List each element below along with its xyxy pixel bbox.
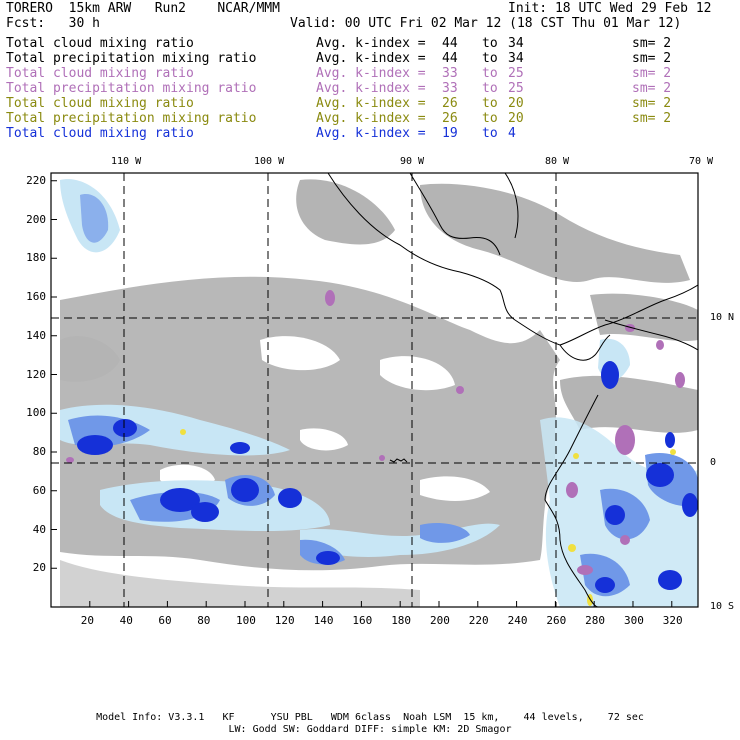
model-info-line: Model Info: V3.3.1 KF YSU PBL WDM 6class…	[96, 712, 644, 723]
legend-to: to	[482, 81, 498, 96]
legend-kindex-high: 44	[442, 51, 458, 66]
legend-row: Total precipitation mixing ratio Avg. k-i…	[6, 81, 706, 96]
graticule	[51, 173, 698, 607]
y-tick-label: 20	[32, 561, 46, 575]
legend-to: to	[482, 126, 498, 141]
x-tick-label: 320	[662, 614, 683, 627]
lat-label-10n: 10 N	[710, 312, 735, 323]
legend-smoothing: sm= 2	[632, 51, 672, 66]
legend-kindex-high: 33	[442, 66, 458, 81]
legend-name: Total cloud mixing ratio	[6, 126, 194, 141]
legend-to: to	[482, 36, 498, 51]
x-tick-label: 100	[235, 614, 256, 627]
legend-kindex-high: 44	[442, 36, 458, 51]
legend-row: Total precipitation mixing ratio Avg. k-i…	[6, 51, 706, 66]
y-tick-label: 160	[26, 290, 46, 303]
lon-label-110w: 110 W	[111, 156, 142, 167]
legend-row: Total cloud mixing ratio Avg. k-index = 44…	[6, 36, 706, 51]
x-tick-label: 280	[585, 614, 606, 627]
legend-kindex-label: Avg. k-index =	[316, 51, 426, 66]
legend-kindex-label: Avg. k-index =	[316, 126, 426, 141]
x-tick-label: 60	[158, 614, 172, 627]
legend-kindex-low: 4	[508, 126, 516, 141]
legend-smoothing: sm= 2	[632, 111, 672, 126]
legend-row: Total cloud mixing ratio Avg. k-index = 26…	[6, 96, 706, 111]
legend-kindex-label: Avg. k-index =	[316, 81, 426, 96]
y-tick-label: 60	[32, 483, 46, 497]
y-tick-label: 180	[26, 251, 46, 265]
legend-kindex-low: 34	[508, 36, 524, 51]
x-tick-label: 160	[352, 614, 373, 627]
lon-label-80w: 80 W	[545, 156, 570, 167]
x-tick-label: 300	[623, 614, 644, 627]
legend-row: Total cloud mixing ratio Avg. k-index = 33…	[6, 66, 706, 81]
legend-kindex-low: 20	[508, 111, 524, 126]
x-tick-label: 220	[468, 614, 489, 627]
x-tick-label: 40	[119, 614, 133, 627]
legend-name: Total cloud mixing ratio	[6, 66, 194, 81]
init-time: Init: 18 UTC Wed 29 Feb 12	[508, 1, 712, 16]
x-tick-label: 20	[80, 614, 95, 627]
y-tick-label: 100	[26, 406, 46, 420]
legend-row: Total cloud mixing ratio Avg. k-index = 19…	[6, 126, 706, 141]
legend-row: Total precipitation mixing ratio Avg. k-i…	[6, 111, 706, 126]
cloud-field-dark-blue	[77, 361, 698, 593]
y-tick-label: 80	[32, 445, 46, 458]
physics-info-line: LW: Godd SW: Goddard DIFF: simple KM: 2D…	[228, 724, 512, 735]
x-tick-label: 80	[197, 614, 211, 627]
legend-name: Total cloud mixing ratio	[6, 96, 194, 111]
legend-name: Total precipitation mixing ratio	[6, 81, 257, 96]
legend-name: Total precipitation mixing ratio	[6, 51, 257, 66]
model-title: TORERO 15km ARW Run2 NCAR/MMM	[6, 1, 280, 16]
legend-kindex-label: Avg. k-index =	[316, 96, 426, 111]
x-tick-label: 260	[546, 614, 567, 627]
legend-to: to	[482, 51, 498, 66]
axis-ticks	[51, 180, 673, 607]
legend-kindex-low: 34	[508, 51, 524, 66]
lat-label-0: 0	[710, 457, 717, 468]
legend-kindex-low: 25	[508, 81, 524, 96]
x-tick-label: 140	[313, 614, 334, 627]
legend-to: to	[482, 66, 498, 81]
legend-kindex-high: 19	[442, 126, 458, 141]
y-tick-label: 120	[26, 367, 46, 381]
legend-smoothing: sm= 2	[632, 36, 672, 51]
lon-label-100w: 100 W	[254, 156, 285, 167]
legend-kindex-high: 33	[442, 81, 458, 96]
legend-smoothing: sm= 2	[632, 66, 672, 81]
valid-time: Valid: 00 UTC Fri 02 Mar 12 (18 CST Thu …	[290, 16, 682, 31]
x-tick-label: 200	[429, 614, 450, 627]
lat-label-10s: 10 S	[710, 601, 735, 612]
x-tick-label: 180	[391, 614, 412, 627]
x-tick-label: 120	[274, 614, 295, 627]
y-tick-label: 40	[32, 522, 46, 536]
y-tick-label: 200	[26, 212, 46, 226]
legend-kindex-label: Avg. k-index =	[316, 66, 426, 81]
legend-name: Total precipitation mixing ratio	[6, 111, 257, 126]
legend-kindex-low: 20	[508, 96, 524, 111]
legend-name: Total cloud mixing ratio	[6, 36, 194, 51]
legend-kindex-high: 26	[442, 96, 458, 111]
x-tick-label: 240	[507, 614, 528, 627]
cloud-field-purple	[66, 290, 685, 575]
legend-kindex-high: 26	[442, 111, 458, 126]
legend-smoothing: sm= 2	[632, 96, 672, 111]
lon-label-90w: 90 W	[400, 156, 425, 167]
y-tick-label: 140	[26, 328, 46, 342]
legend-kindex-label: Avg. k-index =	[316, 111, 426, 126]
legend-to: to	[482, 96, 498, 111]
forecast-hour: Fcst: 30 h	[6, 16, 100, 31]
legend-smoothing: sm= 2	[632, 81, 672, 96]
lon-label-70w: 70 W	[689, 156, 714, 167]
map-frame	[50, 172, 699, 608]
y-tick-label: 220	[26, 173, 46, 187]
legend-kindex-label: Avg. k-index =	[316, 36, 426, 51]
legend-kindex-low: 25	[508, 66, 524, 81]
cloud-field-yellow	[180, 429, 676, 606]
legend-to: to	[482, 111, 498, 126]
